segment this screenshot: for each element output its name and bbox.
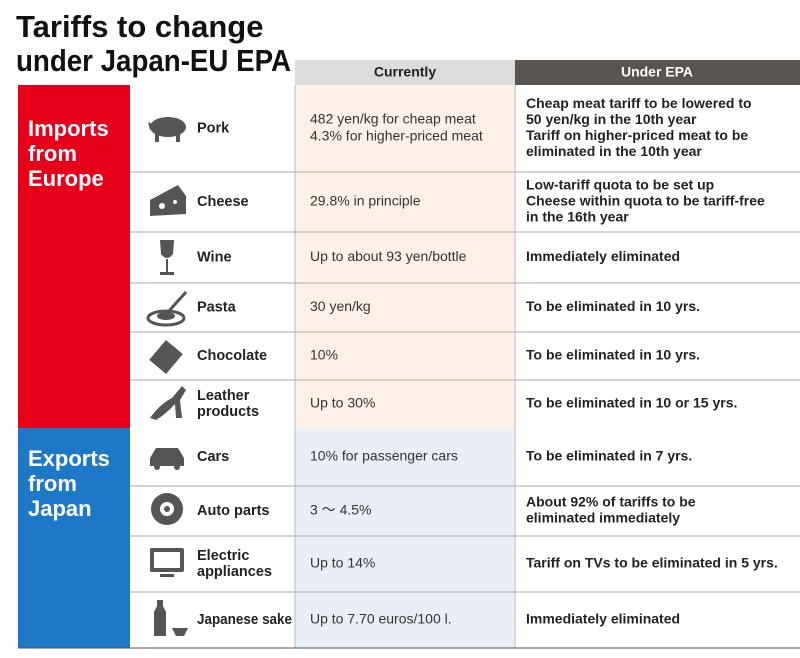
exports-band [18,428,130,648]
title-line: under Japan-EU EPA [16,43,291,78]
epa-change: To be eliminated in 7 yrs. [526,448,692,464]
car-icon [150,448,184,470]
section-label: Exports [28,446,110,471]
epa-change: About 92% of tariffs to be [526,494,696,510]
title-line: Tariffs to change [16,9,263,44]
item-name: Cars [197,449,229,465]
epa-change: Immediately eliminated [526,248,680,264]
imports-band [18,85,130,428]
current-tariff: Up to 30% [310,395,375,411]
cheese-icon [150,185,186,216]
item-name: Pork [197,120,230,136]
column-header: Under EPA [621,64,693,80]
current-tariff: 4.3% for higher-priced meat [310,128,483,144]
item-name: Japanese sake [197,612,292,628]
epa-change: Immediately eliminated [526,611,680,627]
item-name: products [197,404,259,420]
section-label: Japan [28,496,92,521]
section-label: Imports [28,116,109,141]
item-name: Electric [197,548,249,564]
current-tariff: 3 ～ 4.5% [310,502,371,518]
epa-change: Tariff on higher-priced meat to be [526,127,748,143]
epa-change: eliminated in the 10th year [526,143,702,159]
epa-change: Cheap meat tariff to be lowered to [526,95,752,111]
icons [146,117,188,636]
epa-change: To be eliminated in 10 yrs. [526,298,700,314]
section-label: from [28,471,77,496]
item-name: appliances [197,564,272,580]
section-label: Europe [28,166,104,191]
epa-change: Tariff on TVs to be eliminated in 5 yrs. [526,555,778,571]
item-name: Wine [197,249,232,265]
current-tariff: Up to 14% [310,555,375,571]
current-tariff: 10% [310,347,338,363]
tv-icon [150,548,184,577]
epa-change: To be eliminated in 10 yrs. [526,347,700,363]
sake-icon [154,600,188,636]
column-header: Currently [374,64,436,80]
item-name: Chocolate [197,348,267,364]
leather-icon [150,386,186,420]
currently-header-bg [295,60,515,85]
current-tariff: 29.8% in principle [310,193,421,209]
pork-icon [148,117,186,142]
epa-change: in the 16th year [526,209,629,225]
chocolate-icon [149,339,183,375]
imports-currently-bg [295,85,515,428]
pasta-icon [146,290,188,327]
item-name: Cheese [197,194,249,210]
section-label: from [28,141,77,166]
current-tariff: 10% for passenger cars [310,448,458,464]
current-tariff: 482 yen/kg for cheap meat [310,111,476,127]
epa-change: To be eliminated in 10 or 15 yrs. [526,395,737,411]
epa-header-bg [515,60,800,85]
wine-icon [160,240,174,275]
current-tariff: 30 yen/kg [310,298,371,314]
epa-change: 50 yen/kg in the 10th year [526,111,697,127]
epa-change: Cheese within quota to be tariff-free [526,193,765,209]
current-tariff: Up to 7.70 euros/100 l. [310,611,452,627]
item-name: Leather [197,388,250,404]
epa-change: Low-tariff quota to be set up [526,177,714,193]
epa-change: eliminated immediately [526,510,680,526]
exports-currently-bg [295,428,515,648]
tire-icon [151,493,183,525]
current-tariff: Up to about 93 yen/bottle [310,248,467,264]
item-name: Auto parts [197,503,270,519]
item-name: Pasta [197,299,237,315]
